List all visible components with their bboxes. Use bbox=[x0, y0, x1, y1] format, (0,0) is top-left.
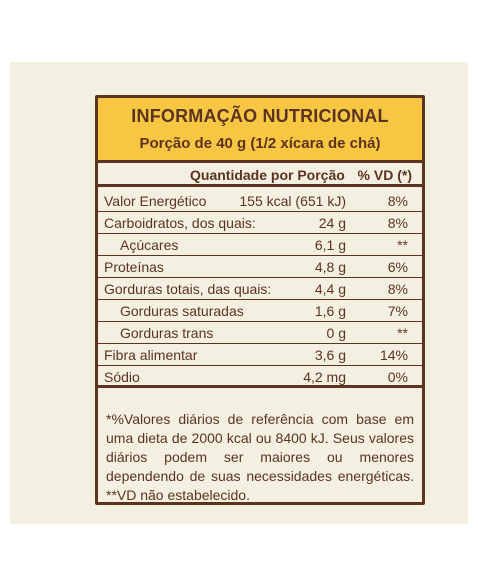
nutrient-vd: 14% bbox=[379, 347, 408, 363]
nutrient-quantity: 1,6 g bbox=[314, 303, 346, 319]
nutrient-quantity: 4,8 g bbox=[314, 259, 346, 275]
label-title: INFORMAÇÃO NUTRICIONAL bbox=[131, 106, 389, 126]
nutrient-quantity: 24 g bbox=[318, 215, 346, 231]
nutrient-name: Gorduras totais, das quais: bbox=[104, 281, 272, 297]
nutrient-vd: 6% bbox=[387, 259, 408, 275]
nutrition-facts-label: INFORMAÇÃO NUTRICIONAL Porção de 40 g (1… bbox=[95, 95, 425, 505]
table-header: Quantidade por Porção % VD (*) bbox=[98, 163, 422, 187]
nutrient-row: Açúcares 6,1 g ** bbox=[98, 234, 422, 256]
vd-column-header: % VD (*) bbox=[357, 167, 412, 183]
nutrient-name: Gorduras saturadas bbox=[120, 303, 244, 319]
nutrient-vd: 8% bbox=[387, 281, 408, 297]
nutrient-row: Sódio 4,2 mg 0% bbox=[98, 366, 422, 388]
label-header: INFORMAÇÃO NUTRICIONAL Porção de 40 g (1… bbox=[98, 98, 422, 163]
nutrient-name: Açúcares bbox=[120, 237, 179, 253]
nutrient-name: Proteínas bbox=[104, 259, 164, 275]
nutrient-row: Gorduras saturadas 1,6 g 7% bbox=[98, 300, 422, 322]
nutrient-quantity: 4,2 mg bbox=[303, 369, 346, 385]
nutrient-quantity: 3,6 g bbox=[314, 347, 346, 363]
nutrient-quantity: 4,4 g bbox=[314, 281, 346, 297]
nutrient-row: Valor Energético 155 kcal (651 kJ) 8% bbox=[98, 190, 422, 212]
nutrient-rows: Valor Energético 155 kcal (651 kJ) 8% Carbo… bbox=[98, 190, 422, 388]
nutrient-row: Proteínas 4,8 g 6% bbox=[98, 256, 422, 278]
serving-size: Porção de 40 g (1/2 xícara de chá) bbox=[139, 135, 381, 152]
nutrient-name: Fibra alimentar bbox=[104, 347, 198, 363]
nutrient-row: Gorduras trans 0 g ** bbox=[98, 322, 422, 344]
nutrient-vd: 8% bbox=[387, 193, 408, 209]
nutrient-name: Sódio bbox=[104, 369, 140, 385]
footnote: *%Valores diários de referência com base… bbox=[106, 411, 414, 503]
nutrient-vd: 8% bbox=[387, 215, 408, 231]
quantity-column-header: Quantidade por Porção bbox=[190, 167, 345, 183]
nutrient-quantity: 6,1 g bbox=[314, 237, 346, 253]
nutrient-name: Gorduras trans bbox=[120, 325, 214, 341]
nutrient-vd: 0% bbox=[387, 369, 408, 385]
nutrient-name: Valor Energético bbox=[104, 193, 207, 209]
nutrient-row: Fibra alimentar 3,6 g 14% bbox=[98, 344, 422, 366]
nutrient-row: Carboidratos, dos quais: 24 g 8% bbox=[98, 212, 422, 234]
nutrient-quantity: 155 kcal (651 kJ) bbox=[239, 193, 346, 209]
nutrient-vd: ** bbox=[397, 237, 408, 253]
nutrient-vd: ** bbox=[397, 325, 408, 341]
nutrient-name: Carboidratos, dos quais: bbox=[104, 215, 256, 231]
nutrient-row: Gorduras totais, das quais: 4,4 g 8% bbox=[98, 278, 422, 300]
nutrient-vd: 7% bbox=[387, 303, 408, 319]
nutrient-quantity: 0 g bbox=[326, 325, 346, 341]
